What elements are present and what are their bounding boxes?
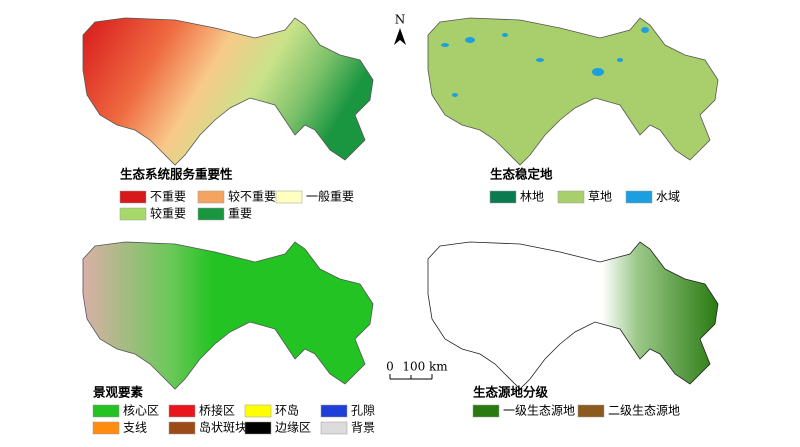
legend-label: 背景 <box>351 421 375 435</box>
legend-swatch <box>244 404 272 418</box>
legend-label: 岛状斑块 <box>199 420 247 435</box>
water-bodies <box>441 27 649 97</box>
legend-title: 生态源地分级 <box>473 385 549 400</box>
scale-label: 0 <box>386 360 394 374</box>
legend-title: 生态稳定地 <box>490 167 553 182</box>
legend-label: 核心区 <box>123 404 159 418</box>
legend-label: 较重要 <box>150 206 186 221</box>
legend-label: 一般重要 <box>306 189 354 204</box>
legend-swatch <box>168 404 196 418</box>
legend-label: 草地 <box>588 190 612 204</box>
map-landscape-elements <box>82 241 374 390</box>
legend-label: 孔隙 <box>351 404 375 418</box>
legend-swatch <box>244 421 272 435</box>
legend-swatch <box>92 421 120 435</box>
north-label: N <box>395 13 406 27</box>
map-eco-sources <box>427 241 719 390</box>
legend-swatch <box>320 404 348 418</box>
legend-swatch <box>168 421 196 435</box>
legend-swatch <box>92 404 120 418</box>
legend-swatch <box>275 190 303 204</box>
legend-swatch <box>197 207 225 221</box>
legend-label: 重要 <box>228 207 252 221</box>
legend-swatch <box>197 190 225 204</box>
legend-label: 一级生态源地 <box>503 404 575 418</box>
legend-swatch <box>625 190 653 204</box>
legend-label: 较不重要 <box>228 189 276 204</box>
scale-label: 100 km <box>402 360 448 374</box>
legend-label: 林地 <box>520 190 544 204</box>
scale-bar <box>389 374 433 380</box>
legend-swatch <box>320 421 348 435</box>
legend-swatch <box>119 207 147 221</box>
legend-swatch <box>557 190 585 204</box>
legend-swatch <box>489 190 517 204</box>
legend-label: 桥接区 <box>199 403 235 418</box>
legend-label: 边缘区 <box>275 421 311 435</box>
legend-title: 生态系统服务重要性 <box>120 167 233 182</box>
legend-title: 景观要素 <box>93 385 144 400</box>
legend-label: 环岛 <box>275 403 299 418</box>
legend-label: 二级生态源地 <box>608 404 680 418</box>
map-ecosystem-service <box>82 17 374 166</box>
legend-label: 水域 <box>656 190 680 204</box>
legend-swatch <box>119 190 147 204</box>
legend-label: 不重要 <box>150 190 186 204</box>
legend-label: 支线 <box>123 421 147 435</box>
north-arrow: N <box>394 13 406 45</box>
legend-swatch <box>577 404 605 418</box>
legend-swatch <box>472 404 500 418</box>
